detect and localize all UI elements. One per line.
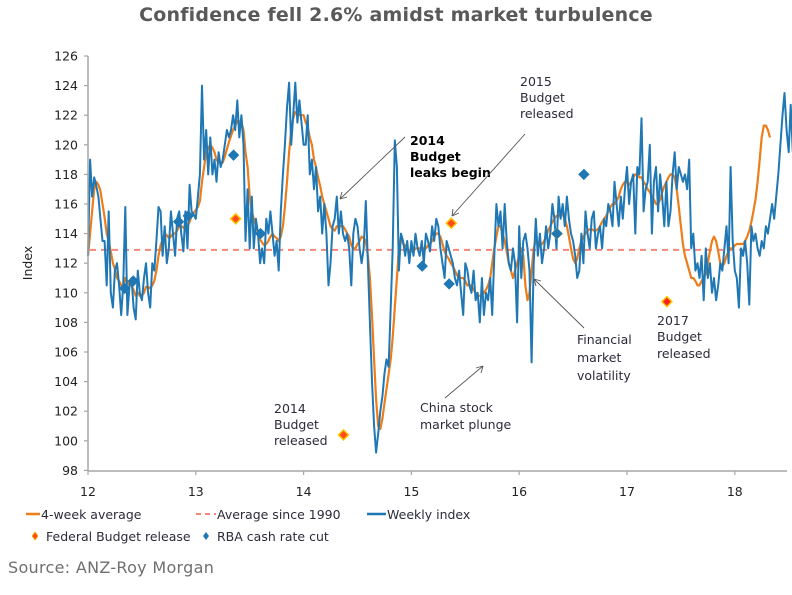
- rba-cash-rate-cut-marker: [227, 149, 240, 161]
- legend-label: 4-week average: [41, 507, 142, 522]
- annotation-text: Financial: [577, 332, 632, 347]
- y-axis-label: Index: [20, 246, 35, 280]
- rba-cash-rate-cut-marker: [127, 275, 139, 287]
- y-tick-label: 112: [54, 256, 78, 271]
- annotation-text: Budget: [657, 329, 702, 344]
- annotation-text: released: [657, 346, 711, 361]
- y-tick-label: 126: [54, 49, 78, 64]
- annotation-china-stock: China stock market plunge: [420, 365, 512, 432]
- event-markers: [118, 149, 673, 441]
- annotation-text: market plunge: [420, 417, 512, 432]
- annotation-text: Budget: [274, 417, 319, 432]
- annotation-text: 2015: [520, 74, 552, 89]
- annotation-text: 2017: [657, 313, 689, 328]
- y-tick-label: 118: [54, 167, 78, 182]
- rba-cash-rate-cut-marker: [182, 210, 194, 222]
- x-tick-label: 14: [296, 484, 312, 499]
- annotation-text: Budget: [520, 90, 565, 105]
- y-tick-label: 106: [54, 345, 78, 360]
- legend-label: Federal Budget release: [46, 529, 191, 544]
- legend-item-rba-cut: RBA cash rate cut: [203, 529, 329, 544]
- annotation-text: released: [274, 433, 328, 448]
- x-tick-label: 16: [511, 484, 527, 499]
- legend-label: Weekly index: [387, 507, 470, 522]
- x-tick-label: 18: [727, 484, 743, 499]
- y-tick-label: 108: [54, 315, 78, 330]
- series-lines: [86, 81, 792, 454]
- annotation-text: 2014: [274, 401, 306, 416]
- annotation-text: China stock: [420, 400, 494, 415]
- x-tick-label: 12: [80, 484, 96, 499]
- y-tick-label: 122: [54, 108, 78, 123]
- diamond-icon: [203, 532, 209, 540]
- rba-cash-rate-cut-marker: [551, 227, 563, 240]
- chart-title: Confidence fell 2.6% amidst market turbu…: [139, 4, 653, 26]
- annotation-text: leaks begin: [410, 165, 491, 180]
- annotation-text: 2014: [410, 133, 445, 148]
- annotation-2014-budget-leaks: 2014 Budget leaks begin: [339, 133, 491, 200]
- rba-cash-rate-cut-marker: [443, 278, 455, 290]
- arrowhead-icon: [533, 278, 542, 287]
- annotation-financial-volatility: Financial market volatility: [533, 278, 632, 383]
- annotation-text: Budget: [410, 149, 461, 164]
- arrowhead-icon: [339, 191, 348, 200]
- y-tick-label: 100: [54, 433, 78, 448]
- rba-cash-rate-cut-marker: [416, 260, 428, 272]
- annotation-text: released: [520, 106, 574, 121]
- x-tick-label: 17: [619, 484, 635, 499]
- annotation-text: market: [577, 350, 621, 365]
- annotation-2015-budget: 2015 Budget released: [451, 74, 574, 217]
- y-tick-label: 102: [54, 404, 78, 419]
- rba-cash-rate-cut-marker: [118, 282, 131, 295]
- source-note: Source: ANZ-Roy Morgan: [8, 558, 215, 577]
- y-ticks: 98 100 102 104 106 108 110 112 114 116 118 120 122 12…: [54, 49, 88, 478]
- y-tick-label: 124: [54, 78, 78, 93]
- annotation-text: volatility: [577, 368, 631, 383]
- annotation-2014-budget-released: 2014 Budget released: [274, 401, 328, 448]
- legend-item-weekly-index: Weekly index: [367, 507, 470, 522]
- rba-cash-rate-cut-marker: [578, 168, 590, 181]
- x-ticks: 12 13 14 15 16 17 18: [80, 471, 743, 499]
- arrowhead-icon: [475, 365, 484, 374]
- y-tick-label: 116: [54, 197, 78, 212]
- rba-cash-rate-cut-marker: [172, 216, 185, 228]
- annotation-arrow: [451, 133, 526, 217]
- y-tick-label: 98: [62, 463, 78, 478]
- annotation-arrow: [339, 136, 406, 200]
- federal-budget-marker: [337, 428, 350, 441]
- x-tick-label: 15: [403, 484, 419, 499]
- legend-item-federal-budget: Federal Budget release: [31, 529, 191, 544]
- y-tick-label: 114: [54, 226, 78, 241]
- arrowhead-icon: [451, 208, 460, 217]
- federal-budget-marker: [229, 212, 242, 225]
- diamond-icon: [31, 531, 39, 541]
- annotation-arrow: [533, 278, 585, 329]
- weekly-index-line: [87, 81, 792, 454]
- federal-budget-marker: [445, 217, 458, 230]
- y-tick-label: 110: [54, 285, 78, 300]
- y-tick-label: 104: [54, 374, 78, 389]
- annotation-2017-budget: 2017 Budget released: [657, 313, 711, 361]
- legend: 4-week average Average since 1990 Weekly…: [26, 507, 470, 544]
- federal-budget-marker: [660, 295, 673, 308]
- legend-label: RBA cash rate cut: [217, 529, 329, 544]
- rba-cash-rate-cut-marker: [254, 227, 267, 240]
- y-tick-label: 120: [54, 137, 78, 152]
- legend-item-average-since-1990: Average since 1990: [196, 507, 341, 522]
- annotation-arrow: [444, 365, 484, 399]
- legend-label: Average since 1990: [217, 507, 341, 522]
- x-tick-label: 13: [188, 484, 204, 499]
- legend-item-4-week-average: 4-week average: [26, 507, 142, 522]
